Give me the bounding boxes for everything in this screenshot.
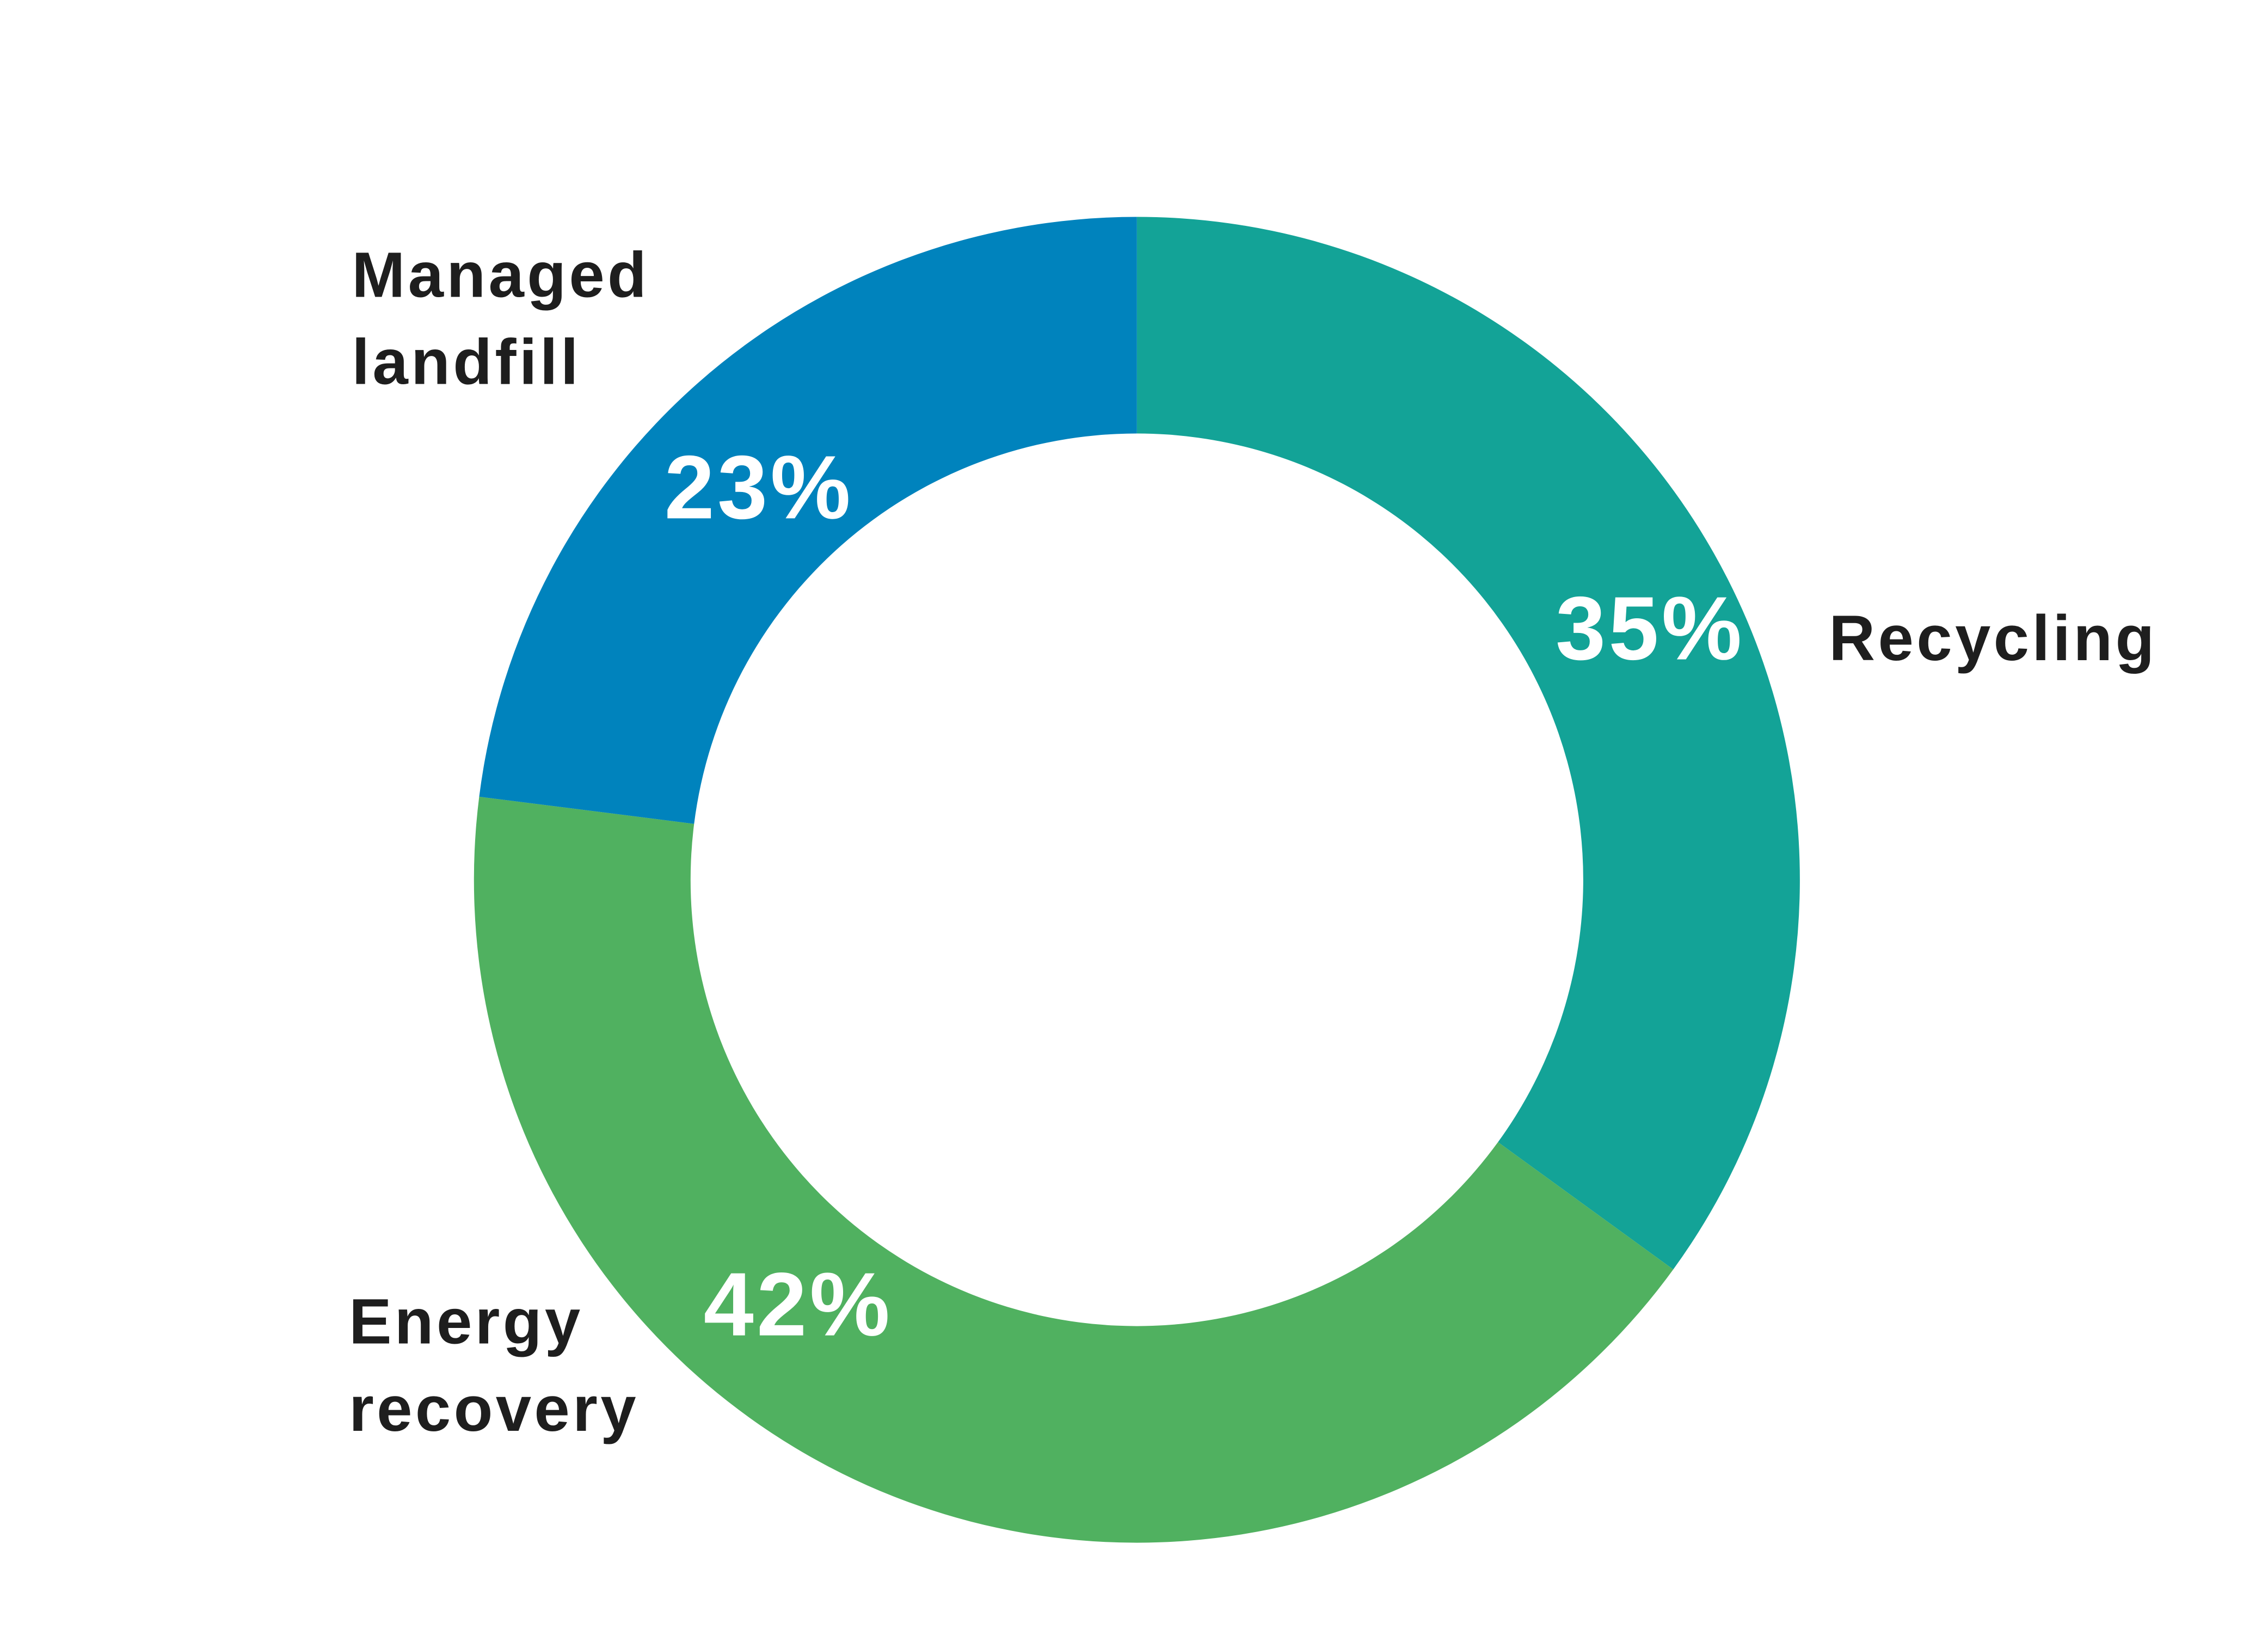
- category-label-box: Managed landfill: [352, 240, 643, 399]
- category-label: Energy recovery: [349, 1287, 639, 1446]
- donut-segment: [474, 796, 1674, 1543]
- category-label-box: Energy recovery: [349, 1287, 639, 1446]
- value-label: 42%: [704, 1254, 893, 1355]
- value-label: 35%: [1556, 579, 1745, 679]
- donut-segment: [479, 217, 1137, 824]
- category-label: Managed landfill: [352, 240, 643, 399]
- value-label: 23%: [665, 437, 854, 538]
- donut-segment: [1136, 217, 1800, 1270]
- category-label-box: Recycling: [1829, 604, 2158, 675]
- category-label: Recycling: [1829, 604, 2158, 675]
